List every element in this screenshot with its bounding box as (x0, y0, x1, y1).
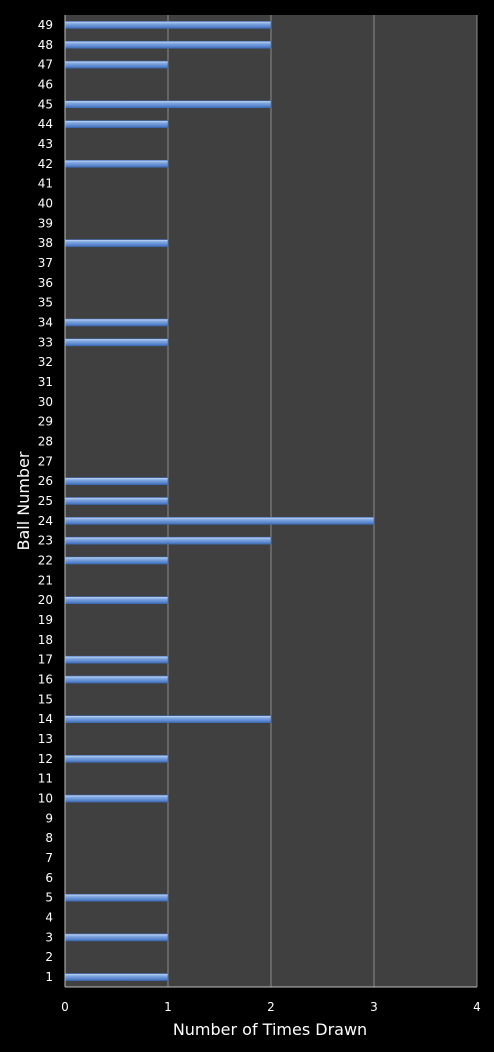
y-tick-label: 8 (45, 831, 53, 845)
bar (64, 120, 169, 128)
y-tick-label: 10 (38, 792, 53, 806)
y-tick-label: 32 (38, 355, 53, 369)
y-tick-label: 41 (38, 177, 53, 191)
bar (64, 715, 272, 724)
bar (64, 60, 169, 69)
y-tick-label: 27 (38, 454, 53, 468)
y-tick-label: 18 (38, 633, 53, 647)
bar (64, 675, 169, 684)
y-tick-label: 37 (38, 256, 53, 270)
y-tick-label: 26 (38, 474, 53, 488)
y-tick-label: 40 (38, 196, 53, 210)
y-tick-label: 43 (38, 137, 53, 151)
y-tick-label: 48 (38, 38, 53, 52)
x-tick-label: 0 (61, 1000, 69, 1014)
bar (64, 755, 169, 763)
y-tick-label: 23 (38, 534, 53, 548)
y-tick-label: 19 (38, 613, 53, 627)
y-tick-label: 35 (38, 296, 53, 310)
y-tick-label: 49 (38, 18, 53, 32)
x-tick-labels: 0 1 2 3 4 (61, 1000, 481, 1014)
bar (64, 21, 272, 29)
y-tick-label: 13 (38, 732, 53, 746)
y-tick-label: 4 (45, 911, 53, 925)
bar (64, 477, 169, 485)
y-tick-label: 25 (38, 494, 53, 508)
y-tick-label: 30 (38, 395, 53, 409)
bar (64, 794, 169, 803)
y-tick-label: 2 (45, 950, 53, 964)
y-tick-label: 3 (45, 930, 53, 944)
y-tick-label: 47 (38, 58, 53, 72)
bar (64, 40, 272, 49)
x-tick-label: 3 (370, 1000, 378, 1014)
bar (64, 596, 169, 604)
y-tick-label: 29 (38, 415, 53, 429)
y-tick-label: 24 (38, 514, 53, 528)
y-tick-label: 7 (45, 851, 53, 865)
gridlines (167, 15, 478, 987)
y-tick-label: 33 (38, 335, 53, 349)
x-axis-title: Number of Times Drawn (173, 1020, 367, 1039)
bar (64, 159, 169, 168)
bar (64, 318, 169, 327)
y-tick-label: 44 (38, 117, 53, 131)
y-axis-title: Ball Number (14, 451, 33, 550)
y-tick-label: 36 (38, 276, 53, 290)
y-tick-label: 6 (45, 871, 53, 885)
y-tick-label: 14 (38, 712, 53, 726)
bar (64, 973, 169, 981)
bar (64, 100, 272, 109)
y-tick-label: 17 (38, 653, 53, 667)
y-tick-label: 34 (38, 315, 53, 329)
bar (64, 517, 375, 525)
bar (64, 239, 169, 247)
y-tick-label: 31 (38, 375, 53, 389)
y-tick-label: 46 (38, 77, 53, 91)
bar (64, 556, 169, 565)
y-tick-label: 42 (38, 157, 53, 171)
bar (64, 893, 169, 902)
bar (64, 655, 169, 664)
y-tick-label: 20 (38, 593, 53, 607)
y-tick-label: 5 (45, 891, 53, 905)
bar (64, 338, 169, 347)
bar (64, 497, 169, 505)
y-tick-label: 38 (38, 236, 53, 250)
y-tick-label: 15 (38, 692, 53, 706)
y-tick-label: 21 (38, 573, 53, 587)
y-tick-label: 28 (38, 434, 53, 448)
x-tick-label: 2 (267, 1000, 275, 1014)
y-tick-label: 45 (38, 97, 53, 111)
bar (64, 933, 169, 942)
bar (64, 536, 272, 545)
y-tick-label: 11 (38, 772, 53, 786)
y-tick-label: 1 (45, 970, 53, 984)
y-tick-label: 9 (45, 811, 53, 825)
y-tick-label: 12 (38, 752, 53, 766)
y-tick-labels: 1234567891011121314151617181920212223242… (38, 18, 53, 984)
y-tick-label: 16 (38, 673, 53, 687)
x-tick-label: 1 (164, 1000, 172, 1014)
x-tick-label: 4 (473, 1000, 481, 1014)
y-tick-label: 22 (38, 554, 53, 568)
y-tick-label: 39 (38, 216, 53, 230)
